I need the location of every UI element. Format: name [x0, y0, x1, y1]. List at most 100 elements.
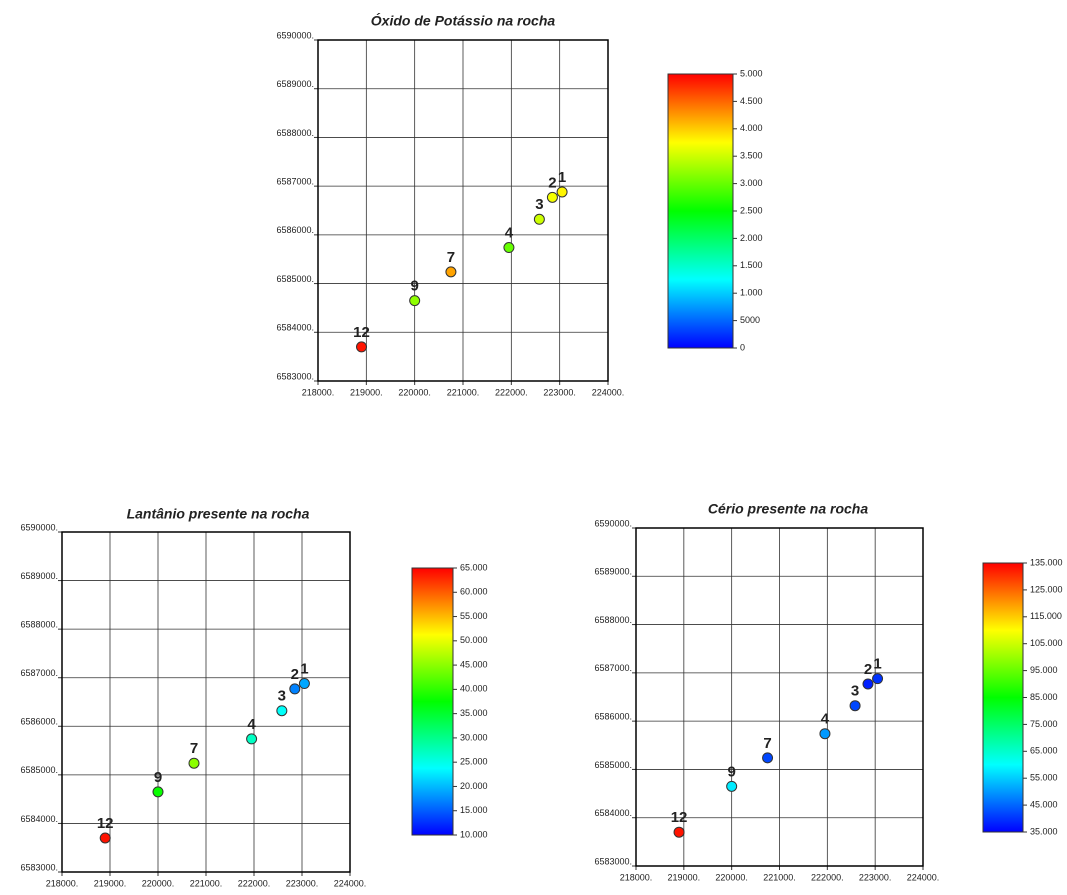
chart-title: Óxido de Potássio na rocha — [371, 12, 556, 29]
data-point — [762, 752, 774, 764]
data-point — [673, 826, 685, 838]
data-point — [862, 678, 874, 690]
colorbar-tick-label: 2.500 — [740, 205, 763, 215]
x-tick-label: 218000. — [620, 872, 653, 882]
x-tick-label: 223000. — [543, 387, 576, 397]
colorbar-tick-label: 3.500 — [740, 151, 763, 161]
y-tick-label: 6584000. — [594, 808, 632, 818]
point-label: 4 — [505, 224, 514, 241]
data-point — [99, 832, 111, 844]
colorbar-tick-label: 35.000 — [1030, 826, 1058, 836]
x-tick-label: 221000. — [763, 872, 796, 882]
x-tick-label: 222000. — [495, 387, 528, 397]
y-tick-label: 6590000. — [276, 30, 314, 40]
colorbar-tick-label: 20.000 — [460, 781, 488, 791]
y-tick-label: 6583000. — [20, 862, 58, 872]
y-tick-label: 6586000. — [20, 717, 58, 727]
data-point — [546, 191, 558, 203]
point-label: 12 — [353, 324, 370, 341]
point-label: 9 — [727, 763, 735, 780]
x-tick-label: 224000. — [907, 872, 940, 882]
colorbar-tick-label: 3.000 — [740, 178, 763, 188]
data-point — [819, 728, 831, 740]
point-label: 9 — [154, 769, 162, 786]
point-label: 2 — [291, 666, 299, 683]
y-tick-label: 6583000. — [594, 856, 632, 866]
data-point — [289, 683, 301, 695]
y-tick-label: 6588000. — [276, 128, 314, 138]
data-point — [356, 341, 367, 353]
y-tick-label: 6587000. — [594, 663, 632, 673]
colorbar — [982, 562, 1024, 833]
colorbar-tick-label: 10.000 — [460, 829, 488, 839]
x-tick-label: 221000. — [190, 878, 223, 888]
colorbar-tick-label: 0 — [740, 342, 745, 352]
y-tick-label: 6588000. — [20, 620, 58, 630]
y-tick-label: 6585000. — [276, 274, 314, 284]
point-label: 12 — [97, 815, 114, 832]
y-tick-label: 6585000. — [20, 765, 58, 775]
point-label: 7 — [763, 735, 771, 752]
y-tick-label: 6586000. — [276, 225, 314, 235]
x-tick-label: 220000. — [715, 872, 748, 882]
colorbar-tick-label: 65.000 — [1030, 746, 1058, 756]
y-tick-label: 6589000. — [594, 567, 632, 577]
colorbar-tick-label: 1.500 — [740, 260, 763, 270]
colorbar-tick-label: 135.000 — [1030, 557, 1063, 567]
x-tick-label: 219000. — [668, 872, 701, 882]
point-label: 4 — [821, 711, 830, 728]
y-tick-label: 6587000. — [20, 668, 58, 678]
colorbar-tick-label: 65.000 — [460, 562, 488, 572]
point-label: 7 — [190, 740, 198, 757]
colorbar-tick-label: 45.000 — [460, 659, 488, 669]
colorbar-tick-label: 35.000 — [460, 708, 488, 718]
data-point — [849, 700, 861, 712]
x-tick-label: 219000. — [350, 387, 383, 397]
data-point — [276, 705, 288, 717]
x-tick-label: 220000. — [142, 878, 175, 888]
plot-frame — [61, 531, 351, 873]
x-tick-label: 224000. — [592, 387, 625, 397]
point-label: 1 — [300, 661, 308, 678]
colorbar-tick-label: 55.000 — [460, 611, 488, 621]
colorbar-tick-label: 115.000 — [1030, 611, 1062, 621]
plot-frame — [317, 39, 609, 382]
point-label: 1 — [558, 169, 566, 186]
data-point — [726, 780, 738, 792]
colorbar-tick-label: 1.000 — [740, 288, 763, 298]
x-tick-label: 218000. — [46, 878, 79, 888]
data-point — [298, 678, 310, 690]
colorbar-tick-label: 25.000 — [460, 757, 488, 767]
data-point — [246, 733, 258, 745]
data-point — [152, 786, 164, 798]
x-tick-label: 224000. — [334, 878, 367, 888]
data-point — [188, 757, 200, 769]
chart-title: Cério presente na rocha — [708, 501, 868, 517]
colorbar-tick-label: 60.000 — [460, 587, 488, 597]
colorbar-tick-label: 30.000 — [460, 732, 488, 742]
colorbar-tick-label: 4.000 — [740, 123, 763, 133]
x-tick-label: 221000. — [447, 387, 480, 397]
x-tick-label: 218000. — [302, 387, 335, 397]
data-point — [445, 266, 457, 278]
colorbar-tick-label: 40.000 — [460, 684, 488, 694]
colorbar-tick-label: 5.000 — [740, 68, 763, 78]
data-point — [503, 242, 515, 254]
point-label: 9 — [410, 278, 418, 295]
colorbar-tick-label: 105.000 — [1030, 638, 1063, 648]
x-tick-label: 223000. — [286, 878, 319, 888]
colorbar-tick-label: 4.500 — [740, 96, 763, 106]
point-label: 7 — [447, 249, 455, 266]
x-tick-label: 222000. — [238, 878, 271, 888]
colorbar-tick-label: 55.000 — [1030, 773, 1058, 783]
y-tick-label: 6584000. — [276, 323, 314, 333]
colorbar — [411, 567, 454, 836]
chart-title: Lantânio presente na rocha — [127, 506, 310, 522]
colorbar-tick-label: 125.000 — [1030, 584, 1063, 594]
x-tick-label: 220000. — [398, 387, 431, 397]
data-point — [556, 186, 568, 198]
colorbar-tick-label: 95.000 — [1030, 665, 1058, 675]
y-tick-label: 6589000. — [20, 571, 58, 581]
y-tick-label: 6589000. — [276, 79, 314, 89]
